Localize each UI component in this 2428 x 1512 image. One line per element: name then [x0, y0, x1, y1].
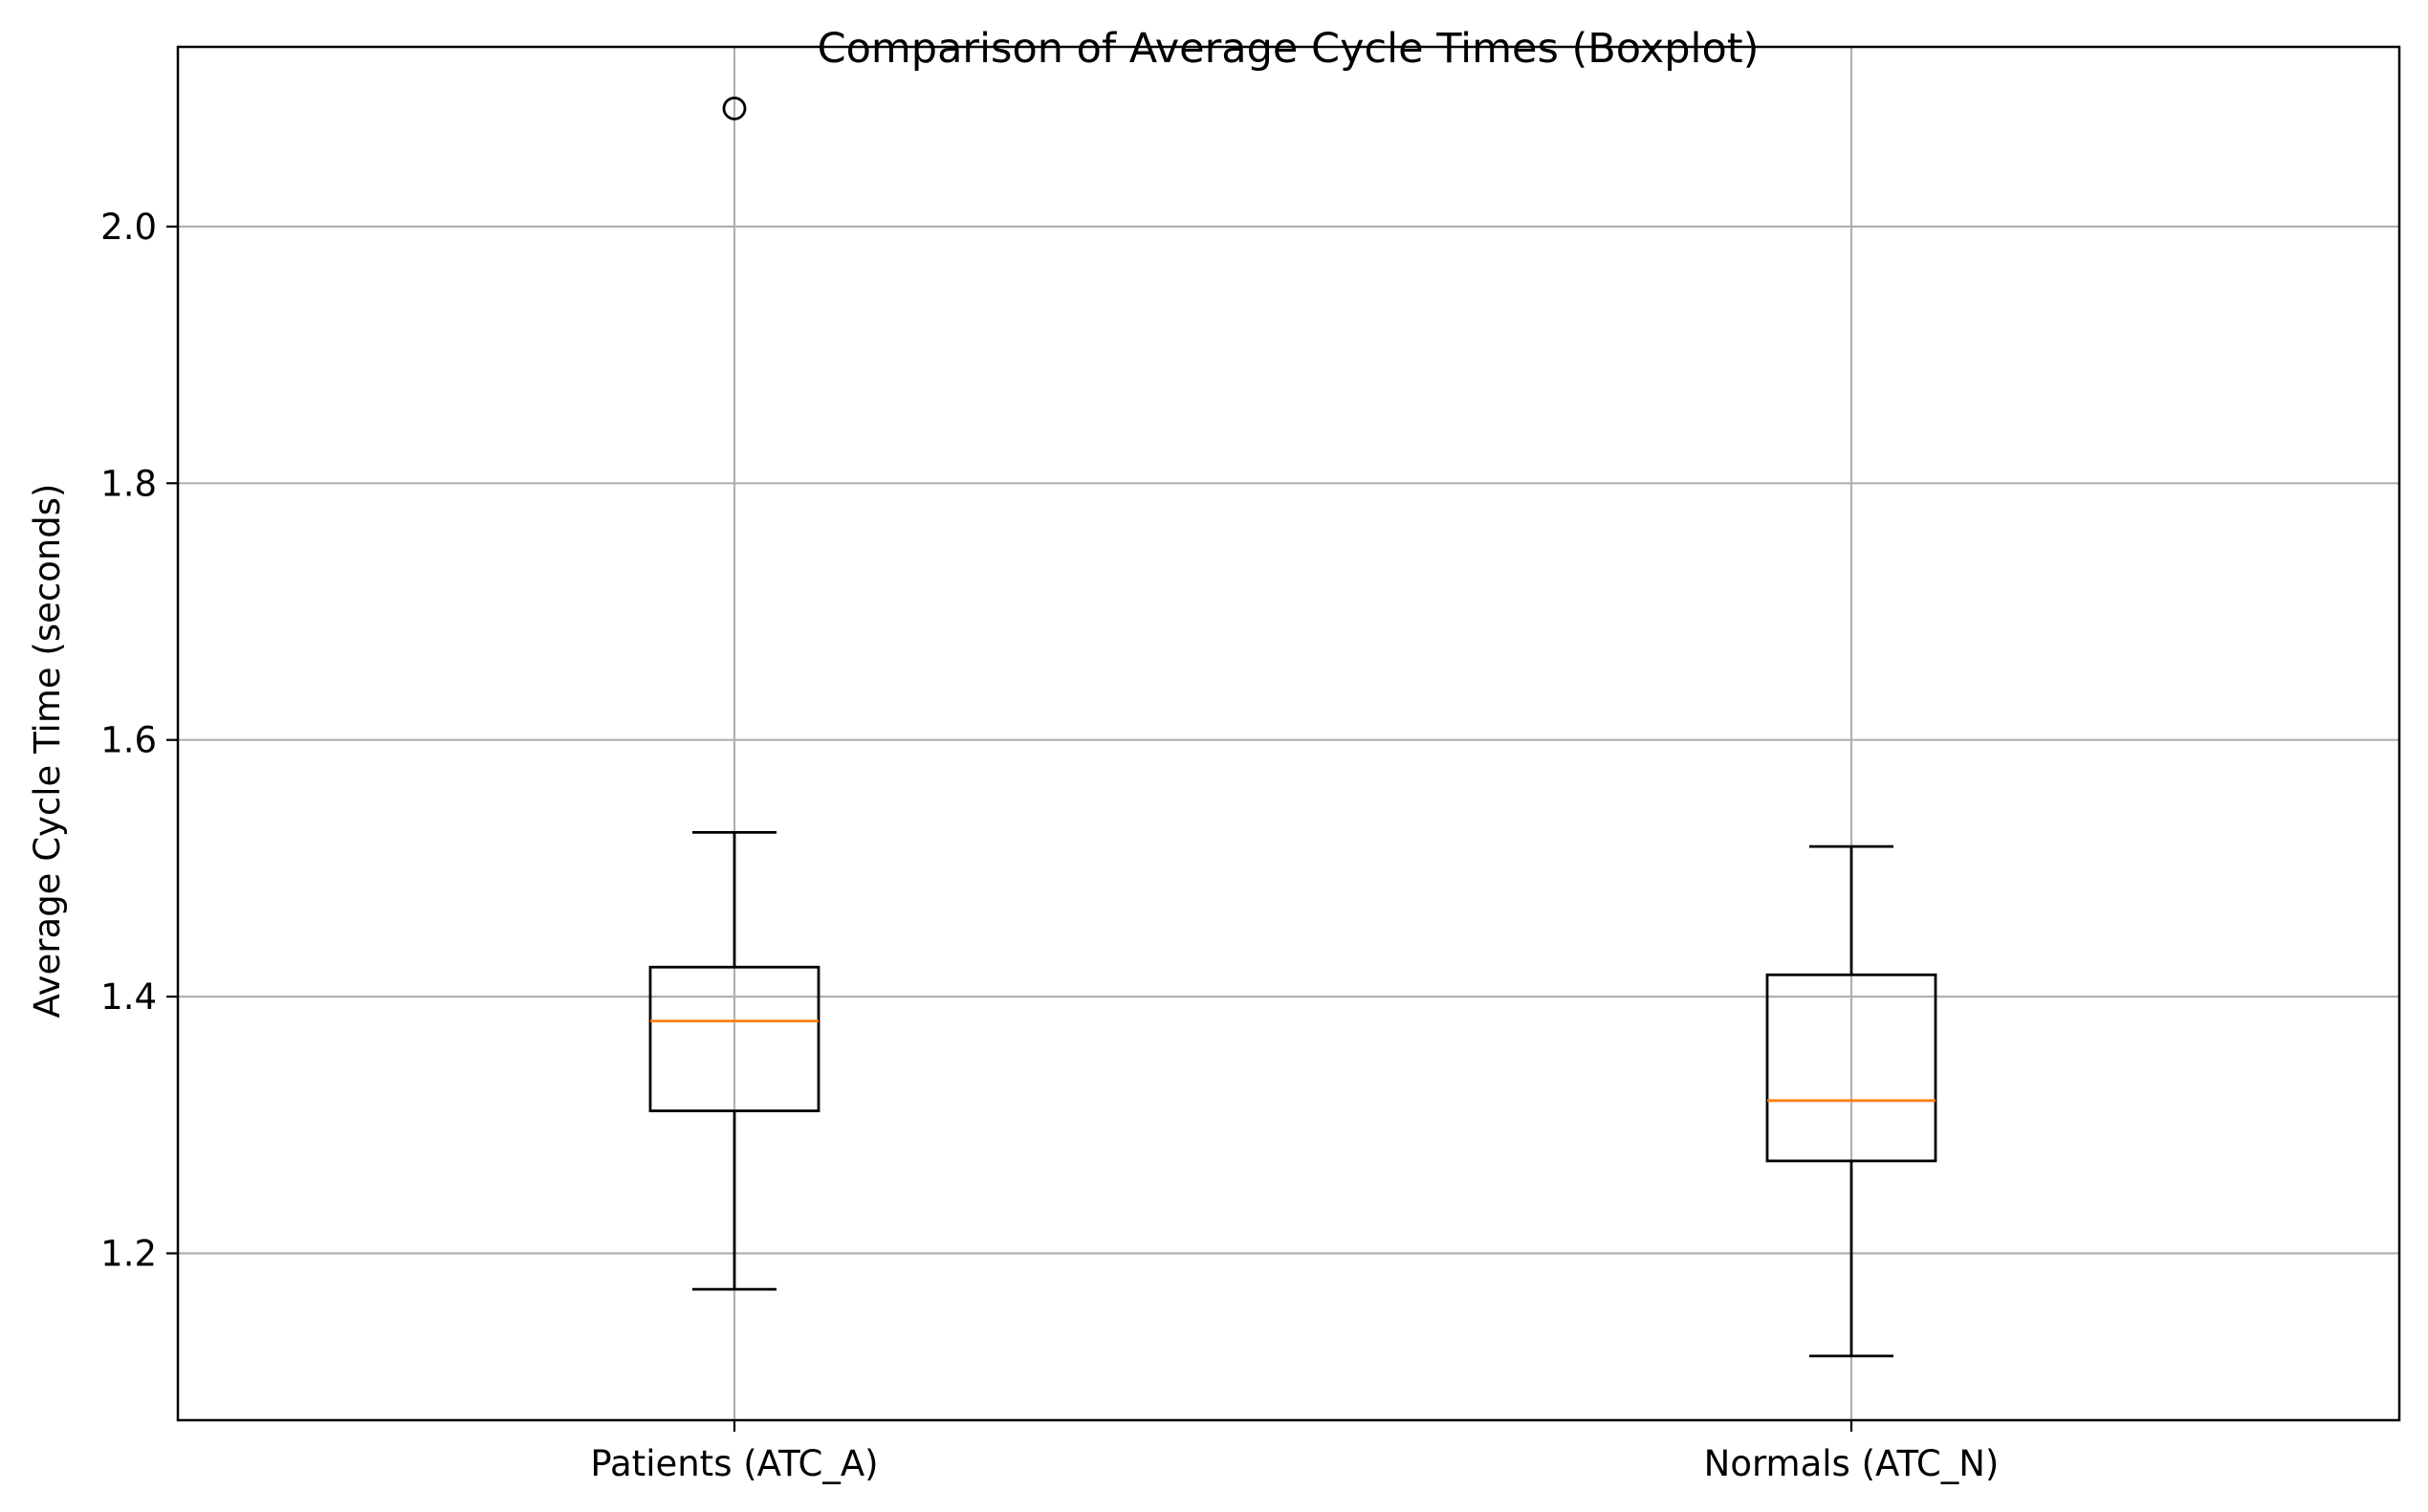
y-tick-label: 2.0: [100, 207, 157, 248]
box-group: [1765, 844, 1937, 1358]
y-tick-label: 1.2: [100, 1234, 157, 1275]
chart-title: Comparison of Average Cycle Times (Boxpl…: [818, 25, 1760, 73]
y-tick-label: 1.6: [100, 720, 157, 761]
y-tick-label: 1.4: [100, 976, 157, 1018]
iqr-box: [648, 965, 820, 1112]
tick-layer: 1.2 1.4 1.6 1.8 2.0 Patients (ATC_A) Normals (…: [100, 207, 1999, 1484]
outlier-point: [722, 97, 747, 121]
plot-frame: [176, 45, 2401, 1422]
iqr-box: [1765, 973, 1937, 1163]
y-tick-label: 1.8: [100, 463, 157, 504]
box-group: [648, 97, 820, 1291]
x-tick-label: Patients (ATC_A): [590, 1443, 878, 1484]
x-tick-label: Normals (ATC_N): [1704, 1443, 2000, 1484]
box-layer: [648, 97, 1937, 1358]
y-axis-label: Average Cycle Time (seconds): [27, 484, 68, 1019]
